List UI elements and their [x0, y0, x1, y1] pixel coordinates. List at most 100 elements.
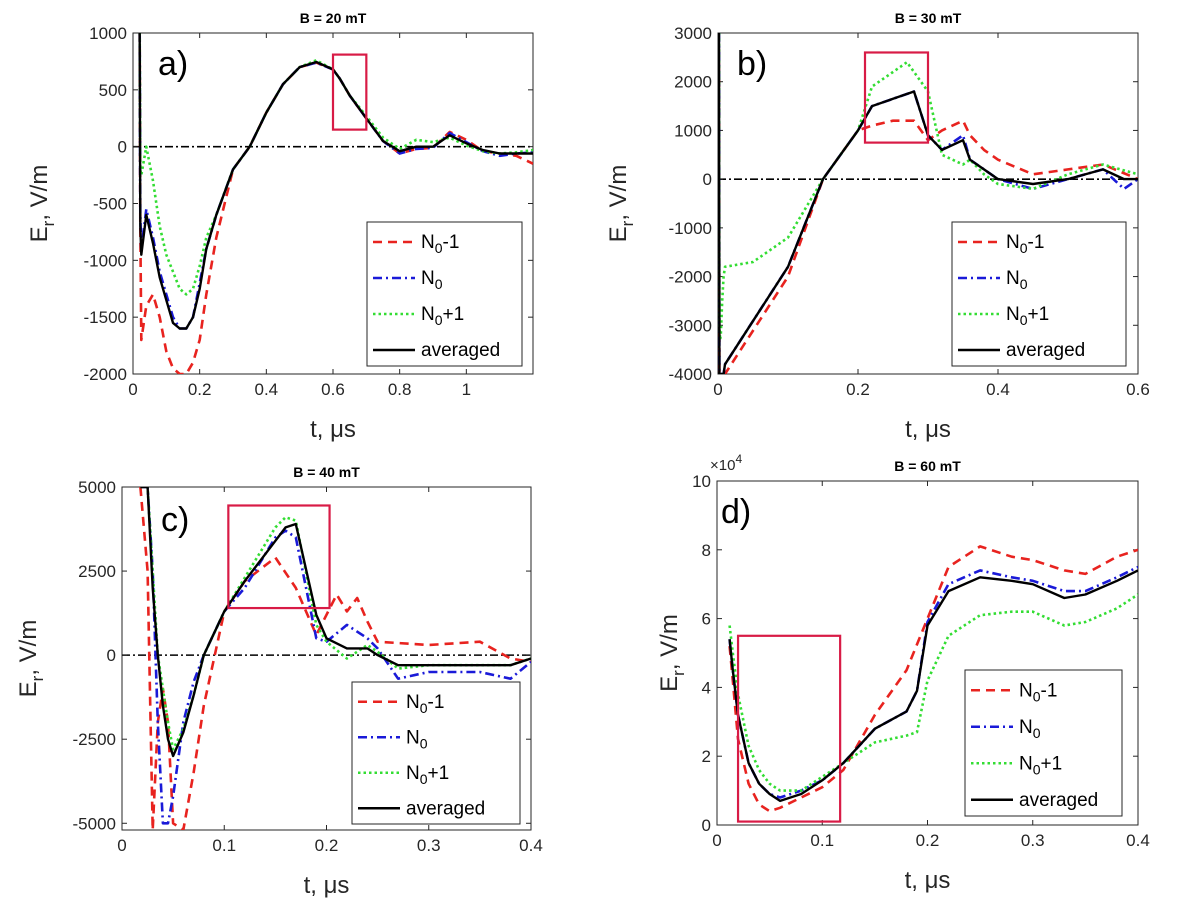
legend-label: N0+1 — [421, 304, 464, 328]
highlight-box — [331, 53, 368, 131]
legend-box — [951, 221, 1127, 367]
chart-title: B = 30 mT — [895, 10, 962, 26]
x-tick-label: 0.6 — [321, 380, 345, 399]
highlight-box — [736, 634, 842, 823]
legend: N0-1 N0 N0+1 averaged — [351, 681, 521, 825]
y-axis-label-sub: r — [39, 220, 58, 226]
y-axis-label: Er, V/m — [605, 165, 637, 243]
legend-label: N0 — [1019, 717, 1041, 741]
x-tick-label: 0.1 — [810, 831, 834, 850]
series-line-averaged — [138, 33, 533, 330]
y-axis-label-sub: r — [28, 675, 47, 681]
x-tick-label: 0.8 — [388, 380, 412, 399]
series-line-N0minus1 — [728, 545, 1138, 813]
x-tick-label: 0.4 — [1126, 831, 1150, 850]
y-axis-label: Er, V/m — [15, 620, 47, 698]
y-axis-label-main: E — [15, 681, 42, 697]
legend: N0-1 N0 N0+1 averaged — [964, 669, 1123, 817]
legend-label: N0-1 — [1019, 680, 1057, 704]
y-axis-label-main: E — [605, 226, 632, 242]
y-tick-label: 1000 — [89, 24, 127, 43]
y-tick-label: 6 — [702, 610, 711, 629]
legend-label: N0+1 — [1006, 304, 1049, 328]
y-tick-label: -1000 — [669, 219, 712, 238]
y-tick-label: 0 — [703, 170, 712, 189]
y-tick-label: 3000 — [674, 24, 712, 43]
y-tick-label: 0 — [118, 138, 127, 157]
legend-label: N0-1 — [1006, 232, 1044, 256]
y-tick-label: -5000 — [73, 814, 116, 833]
y-tick-label: -3000 — [669, 316, 712, 335]
chart-title: B = 20 mT — [300, 10, 367, 26]
y-axis-label-unit: , V/m — [15, 620, 42, 676]
series-group — [728, 545, 1138, 813]
legend-box — [366, 221, 523, 367]
y-tick-label: 4 — [702, 678, 711, 697]
x-tick-label: 1 — [462, 380, 471, 399]
y-tick-label: -2500 — [73, 730, 116, 749]
series-line-averaged — [728, 569, 1138, 803]
x-tick-label: 0.3 — [417, 836, 441, 855]
series-line-N0plus1 — [728, 593, 1138, 792]
series-group — [139, 487, 531, 830]
series-line-N0plus1 — [140, 487, 531, 751]
legend-box — [964, 669, 1123, 817]
legend-label: N0-1 — [406, 692, 444, 716]
series-line-N0 — [138, 33, 533, 330]
x-tick-label: 0.2 — [188, 380, 212, 399]
chart-panel-b: 0 0.2 0.4 0.6 -4000 -3000 -2000 -1000 0 1000 2000 3… — [605, 10, 1150, 443]
y-tick-label: 8 — [702, 541, 711, 560]
y-tick-label: 2000 — [674, 73, 712, 92]
legend-label: N0+1 — [406, 763, 449, 787]
panel-label: d) — [721, 493, 751, 531]
panel-label: a) — [158, 45, 188, 83]
x-axis-label: t, μs — [304, 872, 350, 899]
x-tick-label: 0.1 — [212, 836, 236, 855]
series-line-N0minus1 — [718, 33, 1138, 374]
y-axis-label-sub: r — [618, 220, 637, 226]
chart-panel-d: 0 0.1 0.2 0.3 0.4 0 2 4 6 8 10 B = 60 mT d) t, μs Er, … — [656, 452, 1150, 894]
x-tick-label: 0 — [712, 831, 721, 850]
chart-title: B = 40 mT — [293, 464, 360, 480]
y-tick-label: -4000 — [669, 365, 712, 384]
legend-label: N0+1 — [1019, 753, 1062, 777]
y-tick-label: 1000 — [674, 121, 712, 140]
series-group — [138, 33, 533, 374]
axis-multiplier: ×104 — [710, 452, 742, 474]
legend-label: N0 — [406, 727, 428, 751]
series-line-N0plus1 — [718, 33, 1138, 342]
y-tick-label: 0 — [702, 816, 711, 835]
series-group — [718, 33, 1138, 374]
x-tick-label: 0.2 — [916, 831, 940, 850]
x-axis-label: t, μs — [310, 416, 356, 443]
y-tick-label: 2 — [702, 747, 711, 766]
series-line-N0 — [140, 487, 531, 825]
x-tick-label: 0 — [713, 380, 722, 399]
series-line-averaged — [718, 33, 1138, 374]
y-tick-label: 10 — [692, 472, 711, 491]
y-tick-label: 0 — [107, 646, 116, 665]
highlight-box — [863, 51, 930, 144]
y-tick-label: -1000 — [84, 251, 127, 270]
legend-label: averaged — [1019, 790, 1098, 811]
x-tick-label: 0.2 — [315, 836, 339, 855]
x-tick-label: 0.6 — [1126, 380, 1150, 399]
x-axis-label: t, μs — [905, 416, 951, 443]
x-tick-label: 0 — [117, 836, 126, 855]
legend: N0-1 N0 N0+1 averaged — [951, 221, 1127, 367]
y-axis-label-unit: , V/m — [605, 165, 632, 221]
x-tick-label: 0.3 — [1021, 831, 1045, 850]
legend-label: averaged — [406, 798, 485, 819]
y-tick-label: 2500 — [78, 562, 116, 581]
y-axis-label-main: E — [26, 226, 53, 242]
y-tick-label: 5000 — [78, 478, 116, 497]
y-tick-label: -500 — [93, 195, 127, 214]
x-tick-label: 0.4 — [519, 836, 543, 855]
y-axis-label-unit: , V/m — [26, 165, 53, 221]
legend-label: N0 — [1006, 268, 1028, 292]
chart-panel-a: 0 0.2 0.4 0.6 0.8 1 -2000 -1500 -1000 -500 0 500 100… — [26, 10, 534, 443]
highlight-box — [227, 504, 331, 610]
y-axis-label-main: E — [656, 676, 683, 692]
y-tick-label: -1500 — [84, 308, 127, 327]
